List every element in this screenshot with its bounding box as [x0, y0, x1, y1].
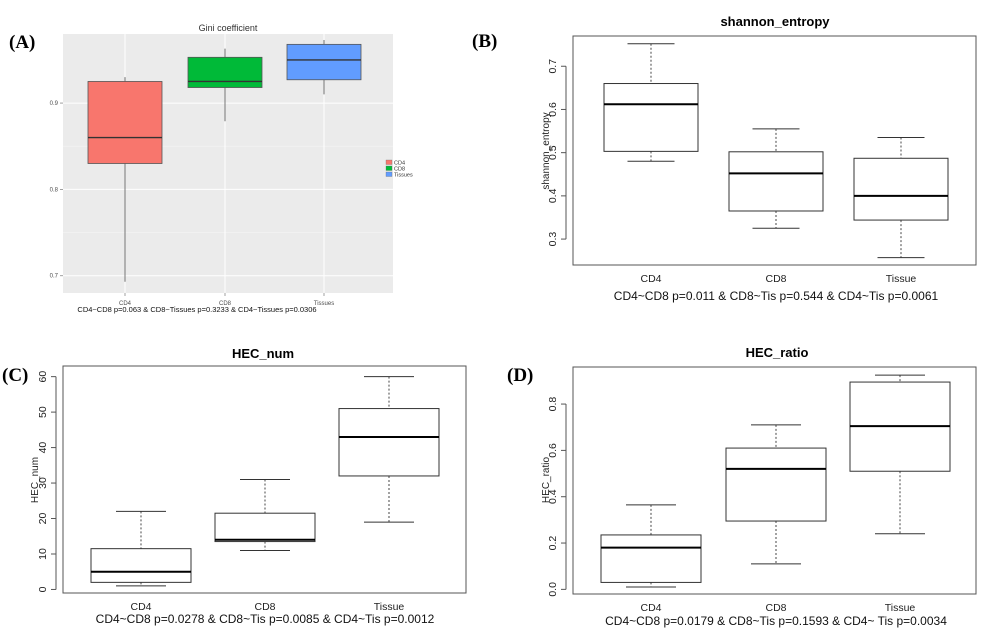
legend-entry: Tissues [394, 172, 413, 178]
y-tick-label: 30 [37, 477, 49, 489]
x-tick-label: Tissue [886, 273, 917, 285]
y-axis-label: HEC_ratio [541, 457, 552, 504]
panel-label-b: (B) [472, 31, 497, 52]
p-value-annotation: CD4~CD8 p=0.011 & CD8~Tis p=0.544 & CD4~… [614, 289, 939, 303]
legend-key [385, 165, 393, 171]
x-tick-label: CD8 [219, 301, 232, 307]
y-tick-label: 0.7 [547, 59, 559, 74]
y-tick-label: 0.6 [547, 102, 559, 117]
y-tick-label: 0.9 [50, 101, 59, 107]
y-tick-label: 0.3 [547, 232, 559, 247]
y-tick-label: 50 [37, 406, 49, 418]
plot-frame [572, 35, 977, 266]
x-tick-label: Tissue [885, 602, 916, 614]
x-tick-label: CD8 [765, 602, 786, 614]
panel-label-d: (D) [507, 365, 533, 386]
y-tick-label: 0.7 [50, 274, 59, 280]
p-value-annotation: CD4~CD8 p=0.063 & CD8~Tissues p=0.3233 &… [77, 305, 316, 314]
chart-title: Gini coefficient [199, 23, 258, 33]
legend-key [385, 159, 393, 165]
panel-c-hec-num: HEC_num 0 10 20 30 40 50 60 HEC_num CD4 CD8 TissueC… [30, 346, 467, 626]
legend-key [385, 171, 393, 177]
box-tissue [853, 157, 949, 221]
box-cd8 [214, 512, 316, 543]
box-cd8 [187, 56, 263, 88]
x-tick-label: CD4 [640, 273, 661, 285]
y-tick-label: 0.0 [547, 582, 559, 597]
y-axis-label: HEC_num [30, 457, 41, 503]
panel-b-shannon-entropy: shannon_entropy 0.3 0.4 0.5 0.6 0.7 shannon_en… [541, 14, 977, 303]
p-value-annotation: CD4~CD8 p=0.0179 & CD8~Tis p=0.1593 & CD… [605, 614, 947, 628]
x-tick-label: CD8 [765, 273, 786, 285]
y-tick-label: 60 [37, 371, 49, 383]
p-value-annotation: CD4~CD8 p=0.0278 & CD8~Tis p=0.0085 & CD… [96, 612, 435, 626]
x-tick-label: Tissues [314, 301, 334, 307]
y-tick-label: 0.8 [50, 187, 59, 193]
y-axis-label: shannon_entropy [541, 112, 552, 189]
chart-title: HEC_ratio [746, 345, 809, 360]
y-tick-label: 10 [37, 548, 49, 560]
panel-label-a: (A) [9, 32, 35, 53]
x-tick-label: Tissue [374, 601, 405, 613]
y-tick-label: 0.2 [547, 536, 559, 551]
y-tick-label: 0 [37, 586, 49, 592]
box-cd4 [90, 548, 192, 583]
x-tick-label: CD4 [130, 601, 151, 613]
box-tissues [286, 43, 362, 81]
y-tick-label: 40 [37, 442, 49, 454]
box-cd8 [728, 151, 824, 212]
plot-frame [62, 365, 467, 594]
box-tissue [338, 408, 440, 477]
legend-entry: CD8 [394, 166, 405, 172]
plot-frame [572, 366, 977, 595]
y-tick-label: 0.8 [547, 397, 559, 412]
panel-label-c: (C) [2, 365, 28, 386]
y-tick-label: 0.4 [547, 489, 559, 504]
box-cd4 [600, 534, 702, 583]
box-cd4 [603, 83, 699, 152]
chart-title: HEC_num [232, 346, 294, 361]
x-tick-label: CD8 [254, 601, 275, 613]
x-tick-label: CD4 [640, 602, 661, 614]
box-cd4 [87, 81, 163, 164]
legend-entry: CD4 [394, 160, 405, 166]
box-cd8 [725, 447, 827, 522]
y-tick-label: 0.5 [547, 145, 559, 160]
y-tick-label: 0.6 [547, 443, 559, 458]
x-tick-label: CD4 [119, 301, 132, 307]
chart-title: shannon_entropy [720, 14, 830, 29]
y-tick-label: 20 [37, 513, 49, 525]
panel-d-hec-ratio: HEC_ratio 0.0 0.2 0.4 0.6 0.8 HEC_ratio CD4 CD8 T… [541, 345, 977, 628]
y-tick-label: 0.4 [547, 188, 559, 203]
